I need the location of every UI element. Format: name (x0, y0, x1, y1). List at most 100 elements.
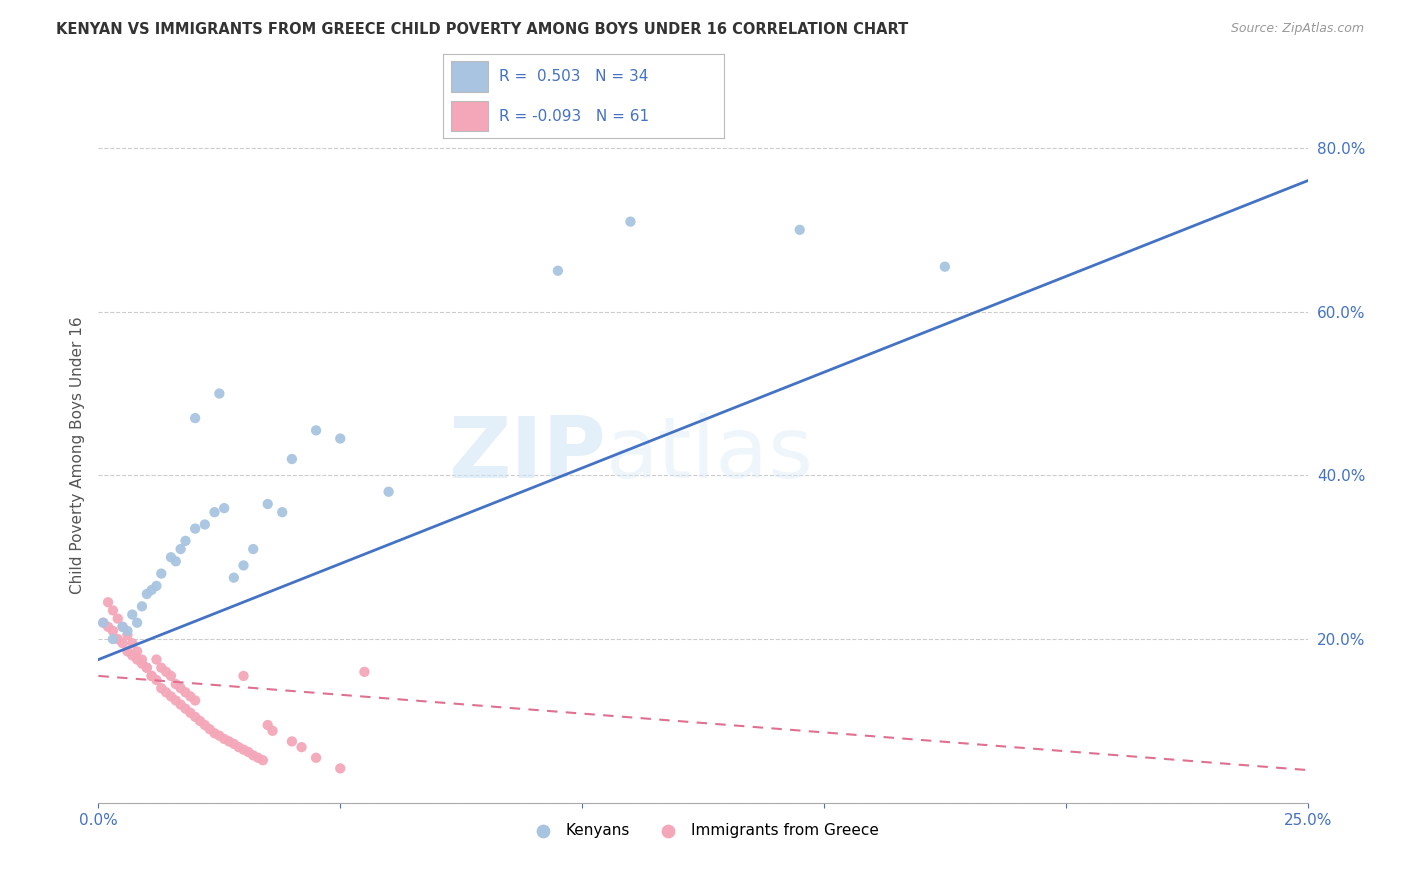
Point (305, 751, 328, 765)
Point (184, 411, 207, 425)
Point (305, 423, 328, 437)
Point (131, 599, 153, 614)
Point (150, 661, 173, 675)
Point (160, 669, 183, 683)
Point (218, 734, 240, 748)
Point (131, 652, 153, 666)
Point (212, 731, 235, 746)
Point (789, 223, 811, 237)
Point (107, 632, 129, 646)
Text: R = -0.093   N = 61: R = -0.093 N = 61 (499, 109, 650, 124)
Text: KENYAN VS IMMIGRANTS FROM GREECE CHILD POVERTY AMONG BOYS UNDER 16 CORRELATION C: KENYAN VS IMMIGRANTS FROM GREECE CHILD P… (56, 22, 908, 37)
Point (242, 748, 264, 763)
Point (228, 740, 250, 755)
Point (150, 566, 173, 581)
Point (329, 761, 352, 775)
Point (107, 612, 129, 626)
Point (256, 497, 278, 511)
Point (194, 718, 217, 732)
Point (165, 693, 187, 707)
Text: R =  0.503   N = 34: R = 0.503 N = 34 (499, 69, 648, 84)
Point (145, 673, 167, 687)
Point (150, 681, 173, 696)
Point (188, 714, 211, 728)
Point (377, 484, 399, 499)
Point (238, 745, 260, 759)
Point (121, 607, 143, 622)
Point (111, 620, 134, 634)
Point (252, 753, 274, 767)
Point (127, 644, 149, 658)
Point (262, 723, 284, 738)
Text: atlas: atlas (606, 413, 814, 497)
Point (204, 726, 226, 740)
Point (101, 603, 124, 617)
Point (232, 669, 254, 683)
Point (155, 685, 177, 699)
Point (184, 693, 207, 707)
Point (329, 432, 352, 446)
Y-axis label: Child Poverty Among Boys Under 16: Child Poverty Among Boys Under 16 (69, 316, 84, 594)
Point (194, 517, 217, 532)
Point (934, 260, 956, 274)
Point (179, 690, 201, 704)
Point (135, 661, 157, 675)
Point (547, 264, 569, 278)
Point (141, 669, 163, 683)
Point (101, 624, 124, 638)
Point (145, 652, 167, 666)
Point (353, 665, 375, 679)
Point (184, 522, 207, 536)
Point (111, 620, 134, 634)
Point (212, 501, 235, 516)
FancyBboxPatch shape (451, 101, 488, 131)
Point (242, 542, 264, 557)
Point (179, 706, 201, 720)
Point (271, 505, 294, 519)
Point (208, 729, 231, 743)
Point (121, 648, 143, 663)
Legend: Kenyans, Immigrants from Greece: Kenyans, Immigrants from Greece (522, 817, 884, 844)
Point (222, 737, 245, 751)
Point (97, 620, 120, 634)
Point (619, 214, 641, 228)
Point (117, 644, 139, 658)
Point (208, 386, 231, 401)
Point (131, 657, 153, 671)
Point (141, 669, 163, 683)
Point (232, 742, 254, 756)
Text: Source: ZipAtlas.com: Source: ZipAtlas.com (1230, 22, 1364, 36)
Point (169, 681, 191, 696)
Point (160, 690, 183, 704)
Point (121, 636, 143, 650)
Point (165, 554, 187, 568)
Point (247, 751, 270, 765)
Point (91, 615, 114, 630)
Point (135, 661, 157, 675)
Point (174, 701, 197, 715)
Point (101, 632, 124, 646)
Point (117, 624, 139, 638)
Point (222, 571, 245, 585)
Point (127, 615, 149, 630)
Point (281, 734, 304, 748)
Point (141, 582, 163, 597)
Text: ZIP: ZIP (449, 413, 606, 497)
FancyBboxPatch shape (451, 62, 488, 92)
Point (184, 710, 207, 724)
Point (160, 550, 183, 565)
Point (281, 452, 304, 467)
Point (232, 558, 254, 573)
Point (127, 652, 149, 666)
Point (198, 722, 221, 736)
Point (174, 685, 197, 699)
Point (155, 665, 177, 679)
Point (117, 628, 139, 642)
Point (135, 587, 157, 601)
Point (169, 698, 191, 712)
Point (145, 579, 167, 593)
Point (91, 615, 114, 630)
Point (174, 533, 197, 548)
Point (256, 718, 278, 732)
Point (204, 505, 226, 519)
